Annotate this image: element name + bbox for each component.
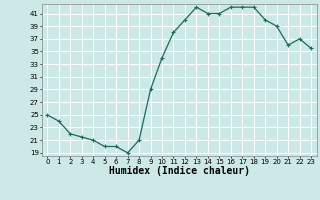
X-axis label: Humidex (Indice chaleur): Humidex (Indice chaleur) [109,166,250,176]
